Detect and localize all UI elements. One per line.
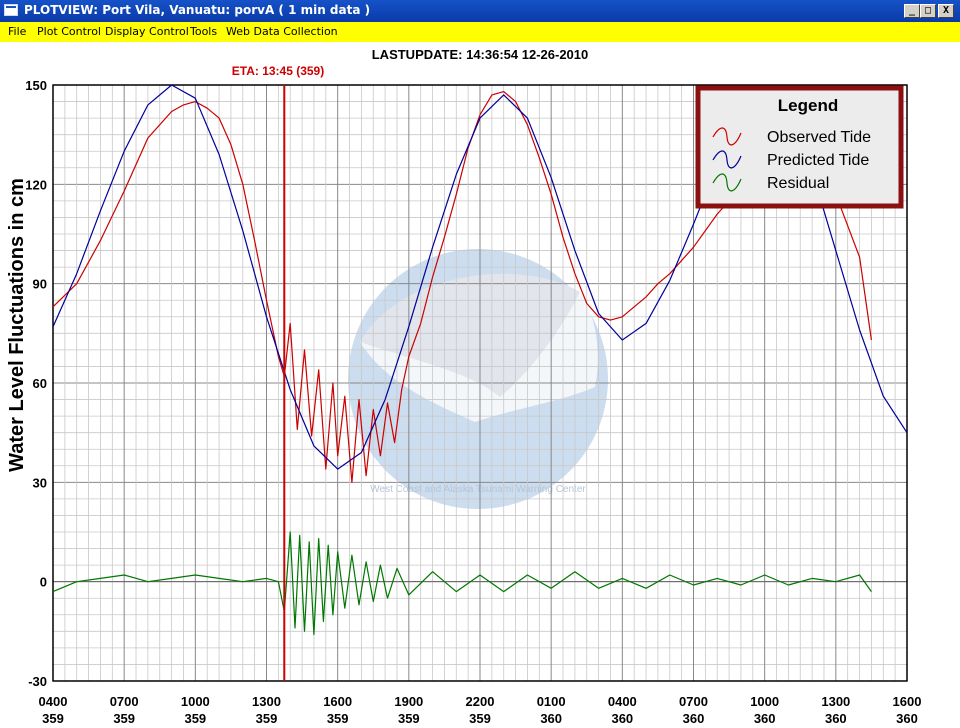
x-tick-time-label: 1000 [750, 694, 779, 709]
menu-tools[interactable]: Tools [190, 25, 218, 38]
x-tick-day-label: 360 [683, 711, 705, 726]
x-tick-time-label: 1600 [323, 694, 352, 709]
close-button[interactable]: X [938, 4, 954, 18]
y-tick-label: 150 [25, 78, 47, 93]
x-tick-time-label: 0700 [679, 694, 708, 709]
x-tick-day-label: 360 [896, 711, 918, 726]
y-tick-label: 60 [33, 376, 47, 391]
plot-frame [52, 84, 908, 682]
menu-bar: File Plot Control Display Control Tools … [0, 22, 960, 42]
legend-swatch [712, 127, 742, 146]
menu-file[interactable]: File [8, 25, 27, 38]
x-tick-time-label: 0700 [110, 694, 139, 709]
legend-label: Residual [767, 175, 829, 192]
x-tick-time-label: 0400 [39, 694, 68, 709]
legend[interactable]: Legend Observed Tide Predicted Tide Residu… [695, 85, 904, 209]
series-residual [52, 531, 872, 636]
x-tick-day-label: 359 [184, 711, 206, 726]
legend-box [695, 85, 904, 209]
y-tick-label: 90 [33, 277, 47, 292]
x-tick-time-label: 2200 [466, 694, 495, 709]
minimize-button[interactable]: _ [904, 4, 920, 18]
menu-web-data-collection[interactable]: Web Data Collection [226, 25, 338, 38]
legend-label: Observed Tide [767, 129, 871, 146]
x-tick-day-label: 360 [540, 711, 562, 726]
x-tick-time-label: 1300 [821, 694, 850, 709]
chart-title: LASTUPDATE: 14:36:54 12-26-2010 [372, 47, 589, 62]
x-tick-time-label: 0100 [537, 694, 566, 709]
y-tick-label: 30 [33, 475, 47, 490]
menu-plot-control[interactable]: Plot Control [37, 25, 101, 38]
legend-swatch [712, 173, 742, 192]
window-title: PLOTVIEW: Port Vila, Vanuatu: porvA ( 1 … [24, 3, 371, 17]
x-tick-day-label: 359 [256, 711, 278, 726]
x-tick-day-label: 359 [398, 711, 420, 726]
legend-swatch [712, 150, 742, 169]
eta-label: ETA: 13:45 (359) [232, 64, 324, 78]
x-tick-day-label: 359 [327, 711, 349, 726]
app-window-icon [4, 4, 18, 16]
legend-title: Legend [778, 96, 838, 115]
x-tick-time-label: 1000 [181, 694, 210, 709]
x-tick-day-label: 360 [611, 711, 633, 726]
y-tick-label: -30 [28, 674, 47, 689]
y-tick-label: 0 [40, 575, 47, 590]
menu-display-control[interactable]: Display Control [105, 25, 189, 38]
y-axis-ticks: -30 0 30 60 90 120 150 [25, 78, 47, 689]
maximize-button[interactable]: □ [920, 4, 936, 18]
y-axis-label: Water Level Fluctuations in cm [6, 178, 28, 472]
x-tick-time-label: 0400 [608, 694, 637, 709]
legend-entries: Observed Tide Predicted Tide Residual [712, 127, 871, 192]
x-tick-time-label: 1300 [252, 694, 281, 709]
noaa-logo-icon: West Coast and Alaska Tsunami Warning Ce… [348, 249, 608, 509]
x-axis-ticks: 0400 359 0700 359 1000 359 1300 359 1600 359 1900 3… [39, 694, 922, 726]
window-title-bar[interactable]: PLOTVIEW: Port Vila, Vanuatu: porvA ( 1 … [0, 0, 960, 22]
tide-plot: LASTUPDATE: 14:36:54 12-26-2010 ETA: 13:… [6, 47, 922, 726]
watermark-text: West Coast and Alaska Tsunami Warning Ce… [370, 484, 586, 495]
legend-label: Predicted Tide [767, 152, 869, 169]
x-tick-time-label: 1600 [893, 694, 922, 709]
x-tick-day-label: 360 [825, 711, 847, 726]
x-tick-day-label: 359 [42, 711, 64, 726]
x-tick-day-label: 359 [113, 711, 135, 726]
x-tick-time-label: 1900 [394, 694, 423, 709]
series-observed-tide [52, 90, 872, 483]
x-tick-day-label: 359 [469, 711, 491, 726]
y-tick-label: 120 [25, 177, 47, 192]
x-tick-day-label: 360 [754, 711, 776, 726]
